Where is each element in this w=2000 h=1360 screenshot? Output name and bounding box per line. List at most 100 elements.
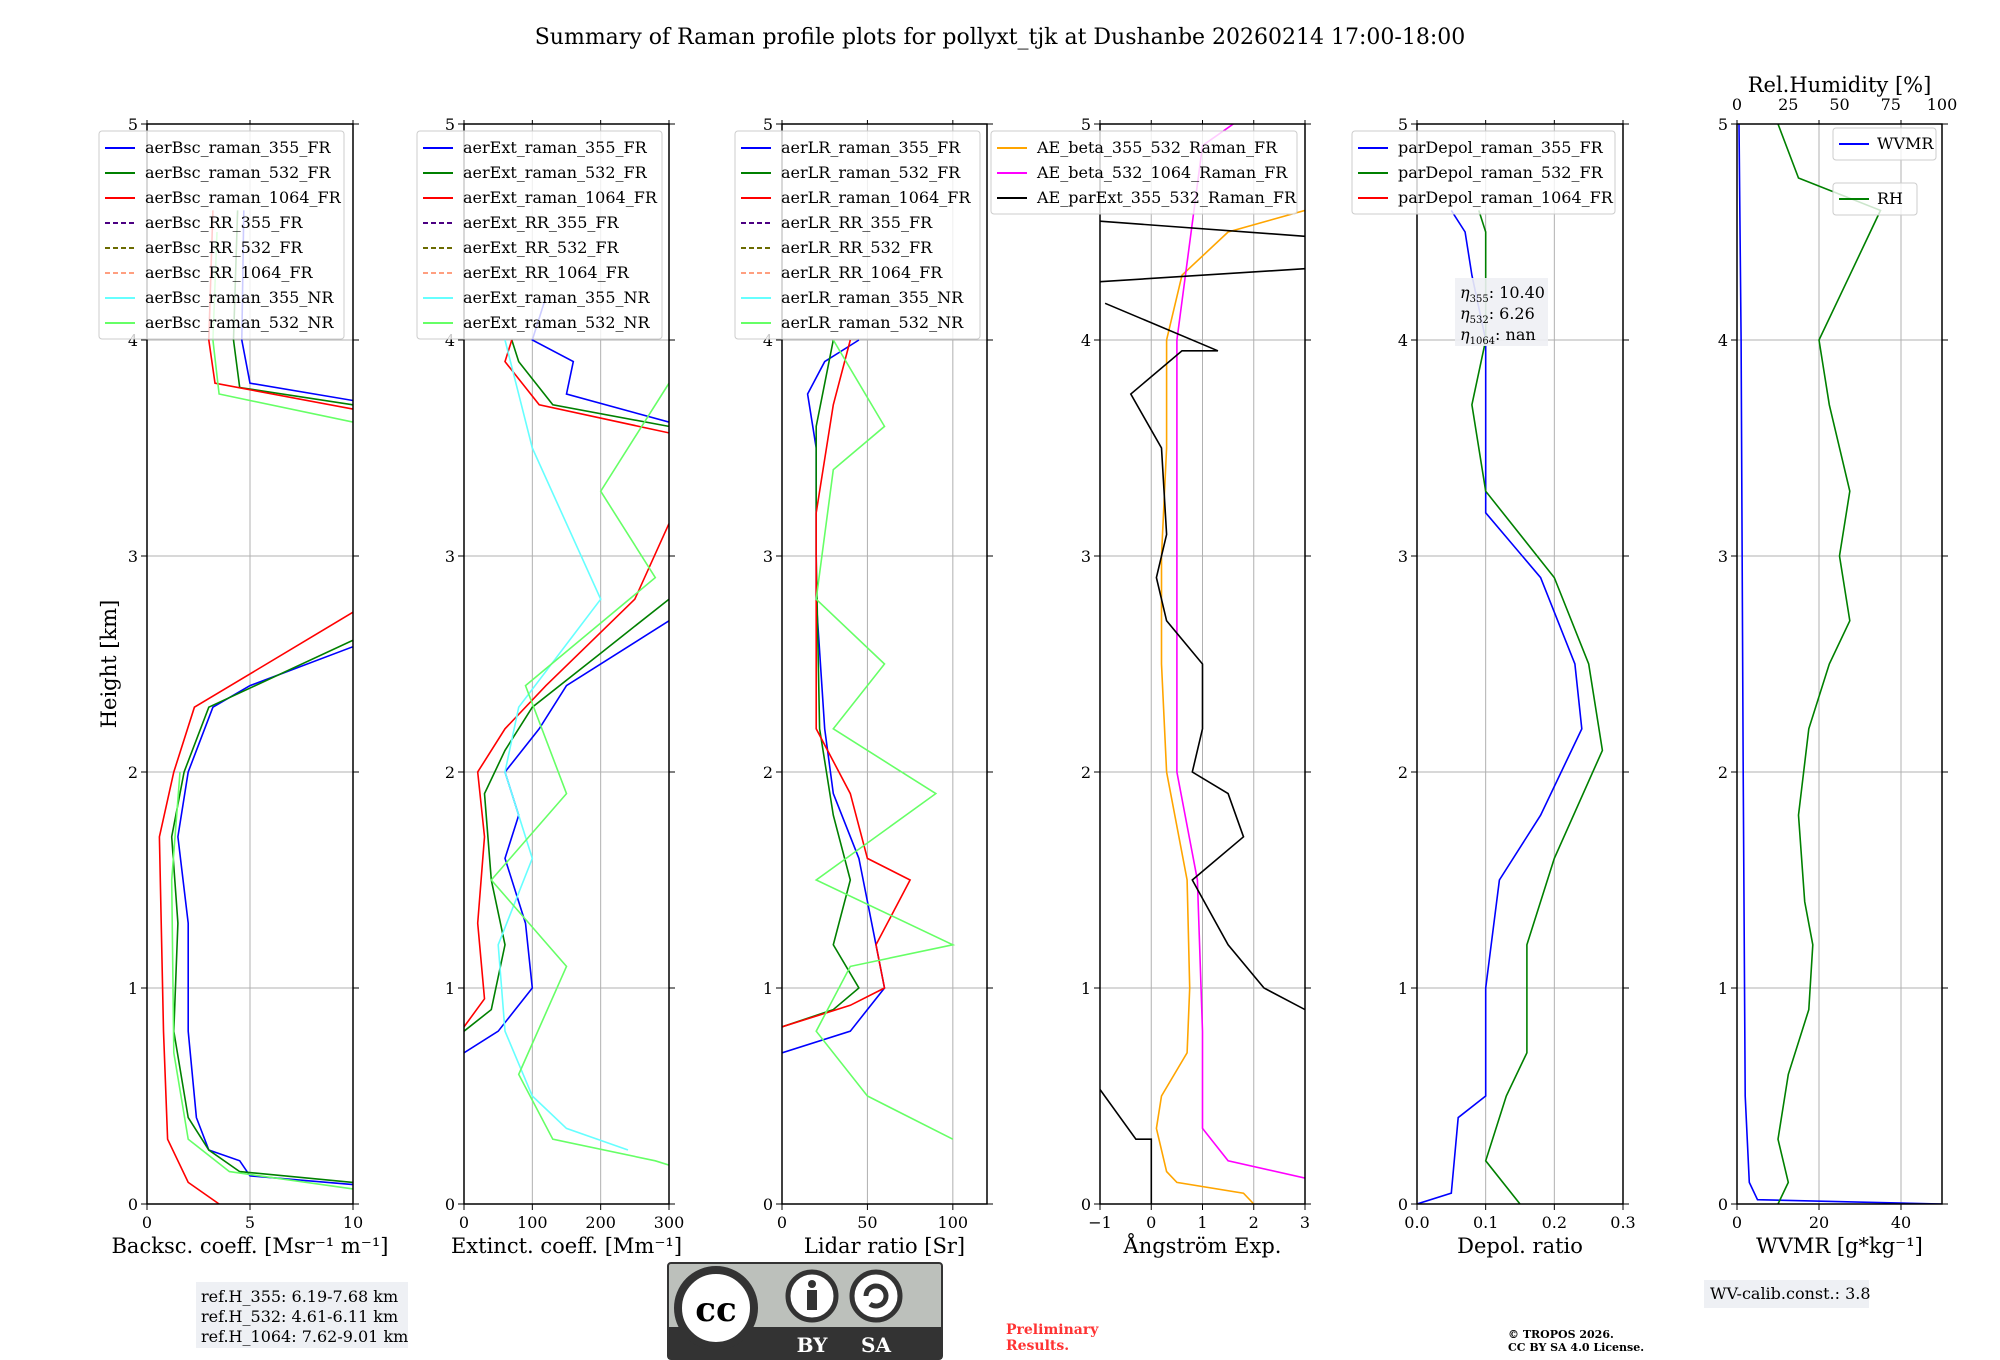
legend: parDepol_raman_355_FR parDepol_raman_532_… xyxy=(1351,130,1616,215)
legend-label: AE_parExt_355_532_Raman_FR xyxy=(1036,188,1297,207)
series-line-aerBsc_raman_1064_FR xyxy=(158,611,353,1204)
y-tick-label: 5 xyxy=(1398,115,1408,134)
legend-label: aerExt_raman_532_NR xyxy=(463,313,651,332)
share-alike-icon xyxy=(849,1269,903,1323)
x-tick-label: 100 xyxy=(938,1213,969,1232)
legend-label: parDepol_raman_355_FR xyxy=(1398,138,1604,157)
series-line-AE_beta_532_1064_Raman_FR xyxy=(1176,124,1305,1179)
x-tick-label: 40 xyxy=(1891,1213,1911,1232)
series-line-aerExt_raman_532_FR xyxy=(511,339,669,428)
x-axis-label: Backsc. coeff. [Msr⁻¹ m⁻¹] xyxy=(112,1234,389,1258)
x-tick-label: 0.1 xyxy=(1473,1213,1498,1232)
y-tick-label: 5 xyxy=(1081,115,1091,134)
legend-label: aerExt_RR_355_FR xyxy=(463,213,620,232)
series-line-WVMR xyxy=(1738,124,1942,1204)
legend: aerExt_raman_355_FR aerExt_raman_532_FRae… xyxy=(416,130,663,340)
legend-box xyxy=(990,130,1298,215)
x-axis-label: Lidar ratio [Sr] xyxy=(804,1234,965,1258)
ref-height-532: ref.H_532: 4.61-6.11 km xyxy=(201,1307,398,1326)
eta-box: η355: 10.40 η532: 6.26 η1064: nan xyxy=(1455,278,1548,347)
series-line-aerBsc_raman_532_NR xyxy=(170,771,353,1190)
y-tick-label: 4 xyxy=(1398,331,1408,350)
y-tick-label: 5 xyxy=(445,115,455,134)
y-tick-label: 4 xyxy=(1718,331,1728,350)
y-tick-label: 5 xyxy=(1718,115,1728,134)
legend-box xyxy=(1832,182,1918,216)
x-axis-label: Ångström Exp. xyxy=(1123,1233,1282,1258)
y-tick-label: 1 xyxy=(445,979,455,998)
x-axis-label: Depol. ratio xyxy=(1457,1234,1583,1258)
x-axis-label: Extinct. coeff. [Mm⁻¹] xyxy=(451,1234,682,1258)
series-line-AE_parExt_355_532_Raman_FR xyxy=(1100,267,1305,283)
series-line-AE_parExt_355_532_Raman_FR xyxy=(1100,1089,1153,1204)
copyright-2: CC BY SA 4.0 License. xyxy=(1508,1341,1644,1354)
x-tick-label: 0.2 xyxy=(1542,1213,1567,1232)
x-tick-label: 3 xyxy=(1300,1213,1310,1232)
plot-frame xyxy=(781,123,988,1205)
x-tick-label: 0 xyxy=(777,1213,787,1232)
series-line-aerExt_raman_1064_FR xyxy=(464,523,669,1028)
plot-frame xyxy=(146,123,354,1205)
legend-label: parDepol_raman_532_FR xyxy=(1398,163,1604,182)
series-line-aerExt_raman_532_FR xyxy=(464,598,669,1032)
series-group xyxy=(1738,124,1942,1204)
legend-label: AE_beta_532_1064_Raman_FR xyxy=(1036,163,1288,182)
wv-calib-text: WV-calib.const.: 3.8 xyxy=(1710,1284,1871,1303)
legend-box xyxy=(1351,130,1616,215)
y-tick-label: 2 xyxy=(128,763,138,782)
y-tick-label: 3 xyxy=(1718,547,1728,566)
person-icon xyxy=(808,1280,816,1288)
y-tick-label: 1 xyxy=(1398,979,1408,998)
legend-label: parDepol_raman_1064_FR xyxy=(1398,188,1614,207)
y-tick-label: 3 xyxy=(128,547,138,566)
top-tick-label: 50 xyxy=(1829,95,1849,114)
y-tick-label: 3 xyxy=(763,547,773,566)
series-line-aerLR_raman_532_NR xyxy=(814,339,956,1140)
y-tick-label: 4 xyxy=(763,331,773,350)
legend-label: aerLR_RR_532_FR xyxy=(781,238,933,257)
legend-label: aerExt_RR_1064_FR xyxy=(463,263,630,282)
legend-RH: RH xyxy=(1832,182,1918,216)
legend-label: aerLR_raman_532_NR xyxy=(781,313,964,332)
top-tick-label: 75 xyxy=(1881,95,1901,114)
x-tick-label: 100 xyxy=(517,1213,548,1232)
y-tick-label: 2 xyxy=(1718,763,1728,782)
legend-label: AE_beta_355_532_Raman_FR xyxy=(1036,138,1278,157)
panel-5: 0.0 0.1 0.2 0.3 0 1 2 3 4 5 Depol. ratio parDepol_r… xyxy=(1351,115,1636,1258)
series-line-aerBsc_raman_355_FR xyxy=(177,645,353,1186)
preliminary-note-1: Preliminary xyxy=(1006,1322,1099,1338)
x-tick-label: 1 xyxy=(1197,1213,1207,1232)
eta-355: η355: 10.40 xyxy=(1460,283,1545,305)
series-group xyxy=(464,296,669,1166)
top-tick-label: 0 xyxy=(1732,95,1742,114)
series-line-aerExt_raman_1064_FR xyxy=(504,339,669,434)
x-tick-label: 5 xyxy=(245,1213,255,1232)
y-tick-label: 4 xyxy=(1081,331,1091,350)
legend-box xyxy=(416,130,663,340)
y-tick-label: 3 xyxy=(1398,547,1408,566)
panel-1: 0 5 10 0 1 2 3 4 5 Backsc. coeff. [Msr⁻¹ m⁻¹] aerB… xyxy=(98,115,389,1258)
legend-label: aerBsc_raman_532_FR xyxy=(145,163,331,182)
series-line-aerBsc_raman_532_FR xyxy=(170,639,353,1184)
legend-label: aerBsc_raman_355_FR xyxy=(145,138,331,157)
y-tick-label: 3 xyxy=(1081,547,1091,566)
figure-title: Summary of Raman profile plots for polly… xyxy=(535,25,1466,50)
x-tick-label: 0.0 xyxy=(1404,1213,1429,1232)
wv-calib-box: WV-calib.const.: 3.8 xyxy=(1704,1280,1871,1308)
y-tick-label: 0 xyxy=(1398,1195,1408,1214)
ref-height-1064: ref.H_1064: 7.62-9.01 km xyxy=(201,1327,408,1346)
series-line-AE_parExt_355_532_Raman_FR xyxy=(1100,220,1305,238)
plot-frame xyxy=(1099,123,1306,1205)
series-line-aerLR_raman_532_FR xyxy=(782,339,860,1028)
y-tick-label: 0 xyxy=(763,1195,773,1214)
top-tick-label: 100 xyxy=(1927,95,1958,114)
y-tick-label: 2 xyxy=(763,763,773,782)
legend-label: RH xyxy=(1877,189,1903,208)
x-tick-label: 20 xyxy=(1809,1213,1829,1232)
x-tick-label: 0 xyxy=(142,1213,152,1232)
legend-label: aerBsc_raman_355_NR xyxy=(145,288,334,307)
x-tick-label: 0 xyxy=(459,1213,469,1232)
series-line-RH xyxy=(1777,124,1882,1204)
